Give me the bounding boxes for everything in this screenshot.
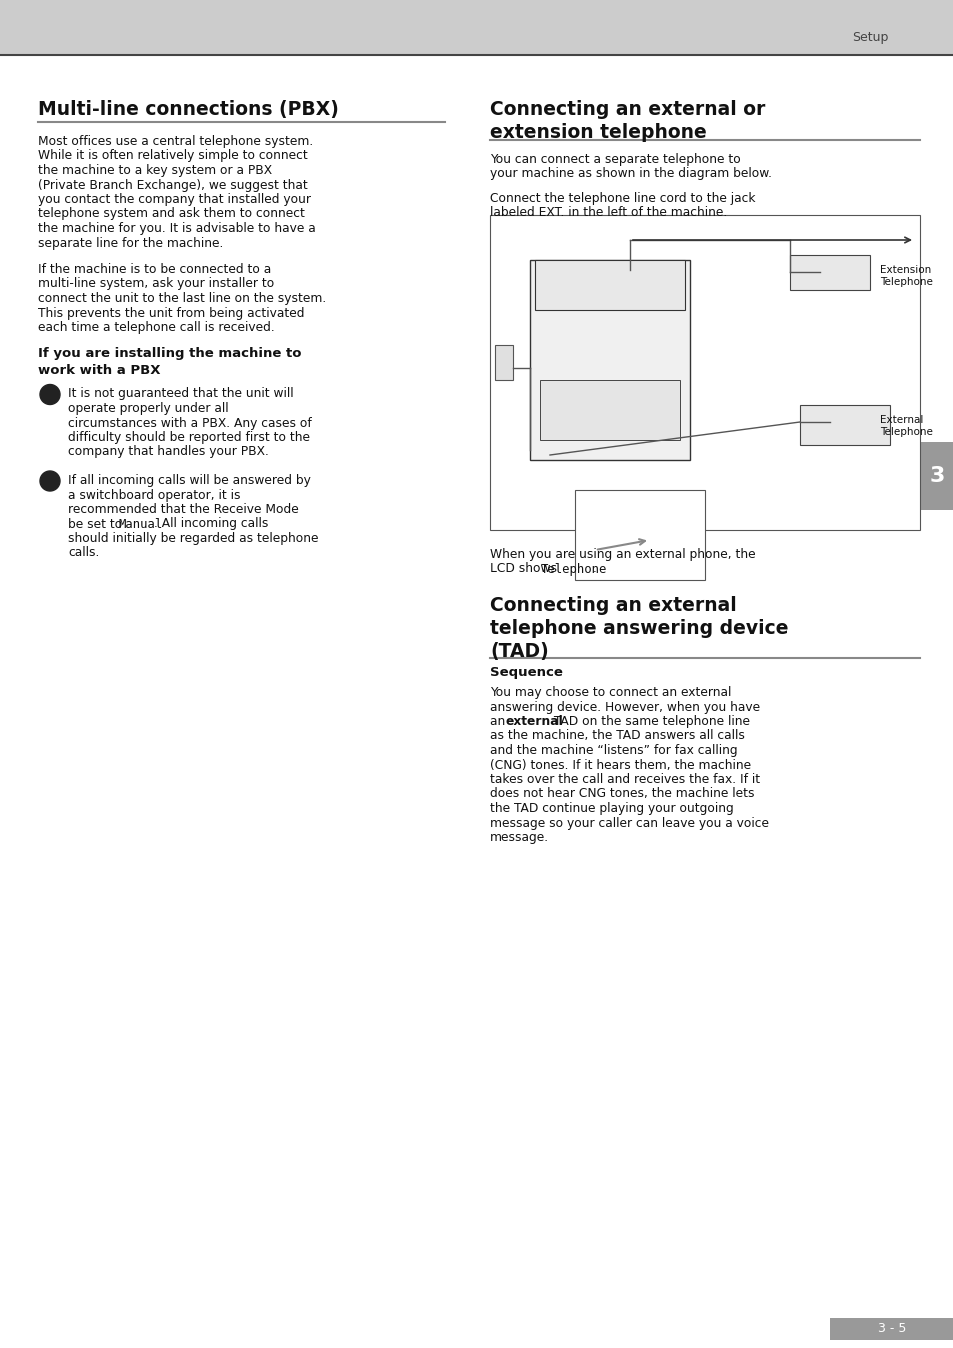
Text: separate line for the machine.: separate line for the machine. [38,236,223,249]
Bar [829,1318,953,1340]
Text: the machine to a key system or a PBX: the machine to a key system or a PBX [38,164,272,177]
Text: connect the unit to the last line on the system.: connect the unit to the last line on the… [38,293,326,305]
Text: If all incoming calls will be answered by: If all incoming calls will be answered b… [68,474,311,487]
Text: each time a telephone call is received.: each time a telephone call is received. [38,321,274,334]
Text: should initially be regarded as telephone: should initially be regarded as telephon… [68,532,318,545]
Text: message so your caller can leave you a voice: message so your caller can leave you a v… [490,817,768,829]
Text: external: external [505,714,562,728]
Text: labeled EXT. in the left of the machine.: labeled EXT. in the left of the machine. [490,206,726,220]
Bar [789,255,869,290]
Text: .: . [593,562,597,576]
Text: Manual: Manual [119,518,163,531]
Text: While it is often relatively simple to connect: While it is often relatively simple to c… [38,150,308,163]
Text: does not hear CNG tones, the machine lets: does not hear CNG tones, the machine let… [490,787,754,801]
Text: multi-line system, ask your installer to: multi-line system, ask your installer to [38,278,274,291]
Text: Most offices use a central telephone system.: Most offices use a central telephone sys… [38,135,313,148]
Text: If you are installing the machine to
work with a PBX: If you are installing the machine to wor… [38,348,301,377]
Text: Telephone: Telephone [540,562,607,576]
Text: Connect the telephone line cord to the jack: Connect the telephone line cord to the j… [490,191,755,205]
Text: an: an [490,714,509,728]
Bar [575,491,704,580]
Text: answering device. However, when you have: answering device. However, when you have [490,701,760,713]
Text: If the machine is to be connected to a: If the machine is to be connected to a [38,263,271,276]
Text: be set to: be set to [68,518,126,531]
Text: message.: message. [490,830,549,844]
Text: the machine for you. It is advisable to have a: the machine for you. It is advisable to … [38,222,315,235]
Text: circumstances with a PBX. Any cases of: circumstances with a PBX. Any cases of [68,417,312,430]
Text: TAD on the same telephone line: TAD on the same telephone line [550,714,749,728]
Bar [495,345,513,380]
Text: 2: 2 [46,474,54,488]
Text: Extension
Telephone: Extension Telephone [879,266,932,287]
Text: (Private Branch Exchange), we suggest that: (Private Branch Exchange), we suggest th… [38,178,308,191]
Bar [490,214,919,530]
Text: When you are using an external phone, the: When you are using an external phone, th… [490,549,755,561]
Bar [0,0,953,55]
Text: difficulty should be reported first to the: difficulty should be reported first to t… [68,431,310,443]
Text: (CNG) tones. If it hears them, the machine: (CNG) tones. If it hears them, the machi… [490,759,750,771]
Text: Sequence: Sequence [490,666,562,679]
Text: Multi-line connections (PBX): Multi-line connections (PBX) [38,100,338,119]
Text: calls.: calls. [68,546,99,559]
Text: External
Telephone: External Telephone [879,415,932,437]
Bar [535,260,684,310]
Circle shape [40,470,60,491]
Text: Connecting an external
telephone answering device
(TAD): Connecting an external telephone answeri… [490,596,788,661]
Text: Connecting an external or
extension telephone: Connecting an external or extension tele… [490,100,764,142]
Text: and the machine “listens” for fax calling: and the machine “listens” for fax callin… [490,744,737,758]
Text: telephone system and ask them to connect: telephone system and ask them to connect [38,208,305,221]
Bar [919,442,953,510]
Text: 3 - 5: 3 - 5 [877,1322,905,1336]
Text: operate properly under all: operate properly under all [68,402,229,415]
Text: LCD shows: LCD shows [490,562,560,576]
Text: This prevents the unit from being activated: This prevents the unit from being activa… [38,306,304,319]
Text: You may choose to connect an external: You may choose to connect an external [490,686,731,700]
Circle shape [40,384,60,404]
Text: the TAD continue playing your outgoing: the TAD continue playing your outgoing [490,802,733,816]
Text: . All incoming calls: . All incoming calls [153,518,268,531]
Bar [530,260,689,460]
Text: company that handles your PBX.: company that handles your PBX. [68,445,269,458]
Text: recommended that the Receive Mode: recommended that the Receive Mode [68,503,298,516]
Text: It is not guaranteed that the unit will: It is not guaranteed that the unit will [68,387,294,400]
Text: 3: 3 [928,466,943,487]
Text: takes over the call and receives the fax. If it: takes over the call and receives the fax… [490,772,760,786]
Text: You can connect a separate telephone to: You can connect a separate telephone to [490,154,740,166]
Bar [539,380,679,439]
Text: Setup: Setup [851,31,887,44]
Text: a switchboard operator, it is: a switchboard operator, it is [68,488,240,501]
Bar [800,404,889,445]
Text: your machine as shown in the diagram below.: your machine as shown in the diagram bel… [490,167,771,181]
Text: you contact the company that installed your: you contact the company that installed y… [38,193,311,206]
Text: as the machine, the TAD answers all calls: as the machine, the TAD answers all call… [490,729,744,743]
Text: 1: 1 [46,388,54,400]
